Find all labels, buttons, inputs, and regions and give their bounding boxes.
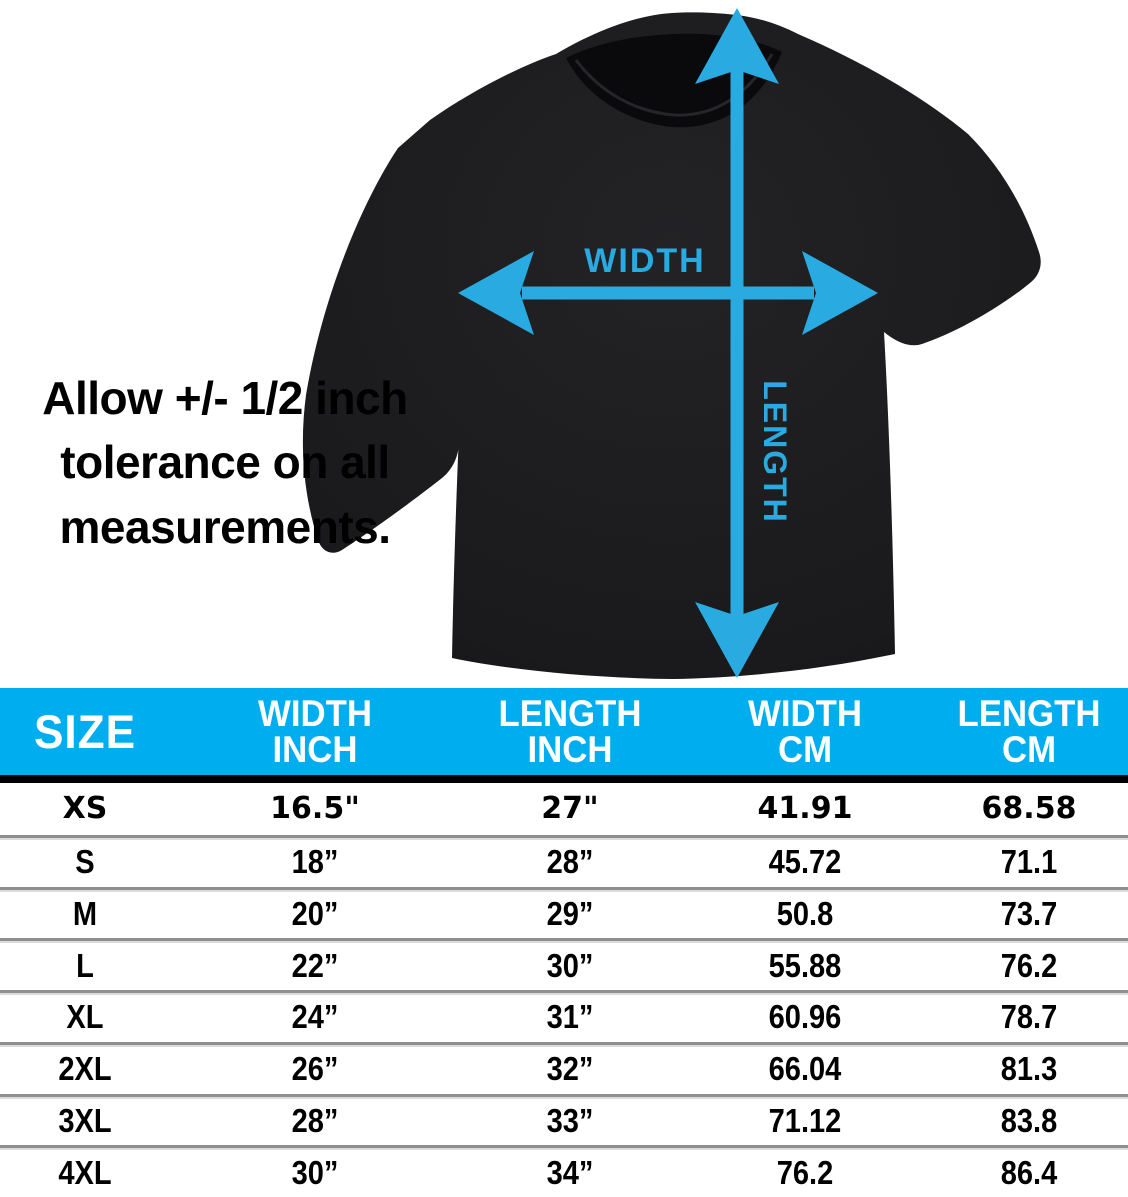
table-header-row: SIZE WIDTH INCH LENGTH INCH WIDTH CM LEN… [0,688,1128,783]
width-inch-cell: 28” [291,1101,339,1139]
length-cm-cell: 81.3 [1000,1050,1058,1088]
length-inch-cell: 27" [541,791,599,827]
table-row-2xl: 2XL 26” 32” 66.04 81.3 [0,1041,1128,1094]
width-cm-cell: 45.72 [768,843,842,881]
header-line: WIDTH [258,693,372,735]
length-cm-cell: 86.4 [1000,1153,1058,1191]
table-row-m: M 20” 29” 50.8 73.7 [0,886,1128,939]
width-cm-cell: 66.04 [768,1050,842,1088]
length-inch-cell: 30” [546,946,594,984]
table-row-xl: XL 24” 31” 60.96 78.7 [0,990,1128,1042]
table-row-l: L 22” 30” 55.88 76.2 [0,938,1128,990]
length-cm-cell: 78.7 [1000,998,1058,1036]
width-cm-cell: 60.96 [768,998,842,1036]
header-width-inch: WIDTH INCH [179,693,452,770]
header-line: INCH [527,728,613,770]
size-cell: XS [62,791,108,827]
table-body: XS 16.5" 27" 41.91 68.58 S 18” 28” 45.72… [0,783,1128,1197]
width-label: WIDTH [584,242,705,280]
table-row-s: S 18” 28” 45.72 71.1 [0,834,1128,887]
size-cell: S [75,843,95,881]
length-arrowhead-top [695,8,779,84]
length-cm-cell: 83.8 [1000,1101,1058,1139]
header-line: LENGTH [498,693,642,735]
length-inch-cell: 32” [546,1050,594,1088]
tshirt-diagram: WIDTH LENGTH Allow +/- 1/2 inch toleranc… [0,8,1041,680]
size-cell: XL [66,998,104,1036]
length-inch-cell: 33” [546,1101,594,1139]
header-line: CM [1001,728,1057,770]
width-inch-cell: 16.5" [270,791,360,827]
size-chart-table: SIZE WIDTH INCH LENGTH INCH WIDTH CM LEN… [0,688,1128,1197]
header-size: SIZE [34,705,136,758]
size-cell: 4XL [58,1153,112,1191]
size-cell: 3XL [58,1101,112,1139]
header-line: LENGTH [957,693,1101,735]
length-inch-cell: 34” [546,1153,594,1191]
length-cm-cell: 73.7 [1000,894,1058,932]
length-inch-cell: 29” [546,894,594,932]
tshirt-body [302,12,1041,680]
length-inch-cell: 31” [546,998,594,1036]
tolerance-note-line: Allow +/- 1/2 inch [42,372,408,424]
width-inch-cell: 22” [291,946,339,984]
width-inch-cell: 20” [291,894,339,932]
width-inch-cell: 24” [291,998,339,1036]
length-cm-cell: 76.2 [1000,946,1058,984]
table-row-3xl: 3XL 28” 33” 71.12 83.8 [0,1093,1128,1146]
width-arrowhead-right [802,251,878,335]
tolerance-note-line: tolerance on all [60,436,390,489]
width-inch-cell: 26” [291,1050,339,1088]
width-cm-cell: 41.91 [757,791,853,827]
tolerance-note: Allow +/- 1/2 inch tolerance on all meas… [0,366,450,559]
table-row-4xl: 4XL 30” 34” 76.2 86.4 [0,1145,1128,1197]
length-cm-cell: 68.58 [981,791,1077,827]
size-cell: 2XL [58,1050,112,1088]
width-inch-cell: 18” [291,843,339,881]
tshirt-illustration: WIDTH LENGTH [302,8,1041,680]
size-cell: M [72,894,98,932]
length-cm-cell: 71.1 [1000,843,1058,881]
width-cm-cell: 50.8 [776,894,834,932]
width-cm-cell: 71.12 [768,1101,842,1139]
header-width-cm: WIDTH CM [688,693,923,770]
header-length-cm: LENGTH CM [936,693,1122,770]
header-line: CM [777,728,833,770]
header-length-inch: LENGTH INCH [467,693,674,770]
width-cm-cell: 76.2 [776,1153,834,1191]
table-row-xs: XS 16.5" 27" 41.91 68.58 [0,783,1128,835]
tolerance-note-line: measurements. [59,500,392,553]
width-arrowhead-left [458,251,534,335]
length-arrowhead-bottom [695,602,779,678]
tshirt-collar-band [574,53,774,117]
width-inch-cell: 30” [291,1153,339,1191]
length-inch-cell: 28” [546,843,594,881]
length-label: LENGTH [757,380,793,524]
size-cell: L [76,946,94,984]
header-line: INCH [272,728,358,770]
width-cm-cell: 55.88 [768,946,842,984]
header-line: WIDTH [748,693,862,735]
